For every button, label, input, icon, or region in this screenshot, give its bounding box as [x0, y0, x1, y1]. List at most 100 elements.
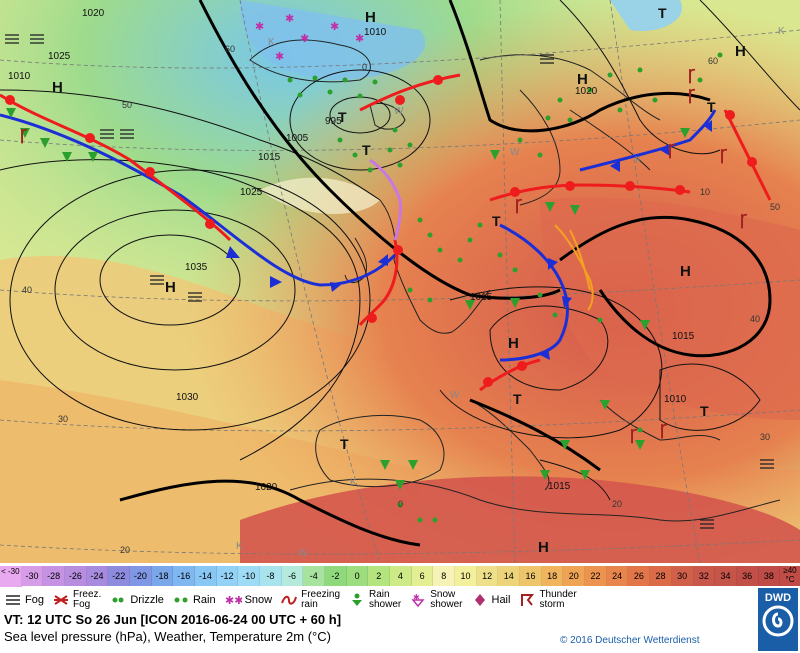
shower-symbols	[6, 108, 690, 490]
legend-thunderstorm-line2: storm	[539, 599, 565, 610]
graticule	[0, 0, 800, 563]
scale-cell: 8	[433, 566, 456, 586]
copyright: © 2016 Deutscher Wetterdienst	[560, 635, 700, 646]
isobar-label: 1015	[258, 152, 281, 163]
legend-drizzle-label: Drizzle	[130, 594, 164, 606]
legend-rain: Rain	[172, 593, 216, 607]
isobars-bold	[119, 0, 772, 547]
freezing-rain-icon	[281, 595, 298, 605]
map-description: Sea level pressure (hPa), Weather, Tempe…	[4, 629, 331, 644]
scale-cell: 22	[585, 566, 607, 586]
high-center: H	[577, 71, 588, 88]
occluded-front	[369, 158, 402, 241]
svg-text:Ꞅ: Ꞅ	[668, 142, 676, 159]
legend-snow-shower-line2: shower	[430, 599, 463, 610]
low-center: T	[338, 109, 347, 125]
high-center: H	[165, 279, 176, 296]
scale-cell: -16	[173, 566, 196, 586]
legend-fog-label: Fog	[25, 594, 44, 606]
svg-text:Ꞅ: Ꞅ	[688, 67, 696, 84]
scale-cell: < -30	[0, 566, 22, 587]
isobar-label: 995	[325, 116, 342, 127]
legend-rain-shower-line2: shower	[369, 599, 402, 610]
scale-cell: 34	[715, 566, 737, 586]
weather-k: K	[635, 155, 642, 166]
warm-front-semicircles	[5, 75, 757, 387]
scale-cell: 10	[455, 566, 477, 586]
svg-text:✱✱: ✱✱	[225, 595, 242, 607]
grid-label: 0	[398, 499, 403, 509]
valid-time-label: VT: 12 UTC So 26 Jun [ICON 2016-06-24 00…	[4, 612, 342, 627]
isobar-label: 1025	[48, 51, 71, 62]
grid-label: 40	[22, 285, 32, 295]
svg-text:Ꞅ: Ꞅ	[740, 212, 748, 229]
grid-label: 60	[225, 44, 235, 54]
grid-label: 50	[122, 100, 132, 110]
svg-text:✱: ✱	[275, 51, 284, 63]
legend-snow-shower: ✱ Snow shower	[409, 589, 463, 610]
scale-cell: 24	[606, 566, 629, 586]
temperature-scale-unit: ≥40 °C	[780, 566, 800, 586]
grid-label: 40	[750, 314, 760, 324]
scale-cell: 18	[541, 566, 564, 586]
snow-symbols: ✱ ✱ ✱ ✱ ✱ ✱	[255, 13, 364, 63]
scale-cell: 30	[671, 566, 694, 586]
scale-cell: 32	[693, 566, 716, 586]
weather-w: W	[450, 390, 460, 401]
rain-shower-icon	[352, 593, 362, 606]
africa-hot-zone	[240, 476, 800, 563]
scale-cell: 26	[628, 566, 651, 586]
legend-rain-shower: Rain shower	[348, 590, 401, 610]
scale-cell: -22	[108, 566, 131, 586]
low-center: T	[658, 5, 667, 21]
pressure-labels: 1020 1025 1015 1025 1035 1030 1020 1015 …	[8, 8, 695, 493]
scale-cell: 36	[736, 566, 759, 586]
isobar-label: 1020	[82, 8, 105, 19]
legend-snow-shower-line1: Snow	[430, 589, 456, 600]
high-center: H	[52, 79, 63, 96]
weather-legend: Fog Freez. Fog Drizzle Rain ✱✱ Snow Freez…	[0, 588, 760, 612]
scale-cell: -2	[325, 566, 347, 586]
grid-label: 0	[362, 62, 367, 72]
isobar-label: 1010	[664, 394, 687, 405]
weather-k: K	[350, 477, 357, 488]
isobars	[0, 0, 800, 501]
scale-cell: -10	[238, 566, 261, 586]
grid-label: 10	[700, 187, 710, 197]
legend-hail: Hail	[471, 593, 510, 607]
legend-freezing-rain-line1: Freezing	[301, 589, 340, 600]
scale-cell: 0	[346, 566, 369, 586]
weather-w: W	[510, 147, 520, 158]
svg-text:✱: ✱	[330, 21, 339, 33]
scale-cell: 12	[476, 566, 499, 586]
high-center: H	[538, 539, 549, 556]
svg-text:✱: ✱	[255, 21, 264, 33]
high-center: H	[508, 335, 519, 352]
hail-icon	[474, 594, 485, 606]
grid-label: 50	[770, 202, 780, 212]
svg-text:Ꞅ: Ꞅ	[688, 87, 696, 104]
low-center: T	[340, 436, 349, 452]
legend-drizzle: Drizzle	[109, 593, 164, 607]
map-canvas: ✱ ✱ ✱ ✱ ✱ ✱ ꞄꞄꞄ ꞄꞄꞄ Ꞅ ꞄꞄ 1020 1025 1015 1…	[0, 0, 800, 563]
thunderstorm-icon	[521, 594, 535, 606]
scale-cell: -20	[130, 566, 152, 586]
low-center: T	[700, 403, 709, 419]
dwd-logo-text: DWD	[764, 592, 792, 604]
legend-freezing-rain-line2: rain	[301, 599, 318, 610]
legend-freezing-fog-line1: Freez.	[72, 589, 102, 600]
dwd-logo: DWD	[758, 588, 798, 651]
weather-k: K	[778, 26, 785, 37]
rain-icon	[174, 597, 188, 603]
scale-cell: -28	[43, 566, 66, 586]
isobar-label: 1025	[240, 187, 263, 198]
isobar-label: 1015	[470, 292, 493, 303]
svg-text:Ꞅ: Ꞅ	[630, 427, 638, 444]
scale-cell: 16	[520, 566, 542, 586]
scale-cell: -6	[281, 566, 304, 586]
scale-cell: -18	[151, 566, 174, 586]
legend-freezing-fog-line2: Fog	[72, 599, 91, 610]
scale-cell: 20	[563, 566, 586, 586]
fog-symbols	[5, 34, 774, 529]
